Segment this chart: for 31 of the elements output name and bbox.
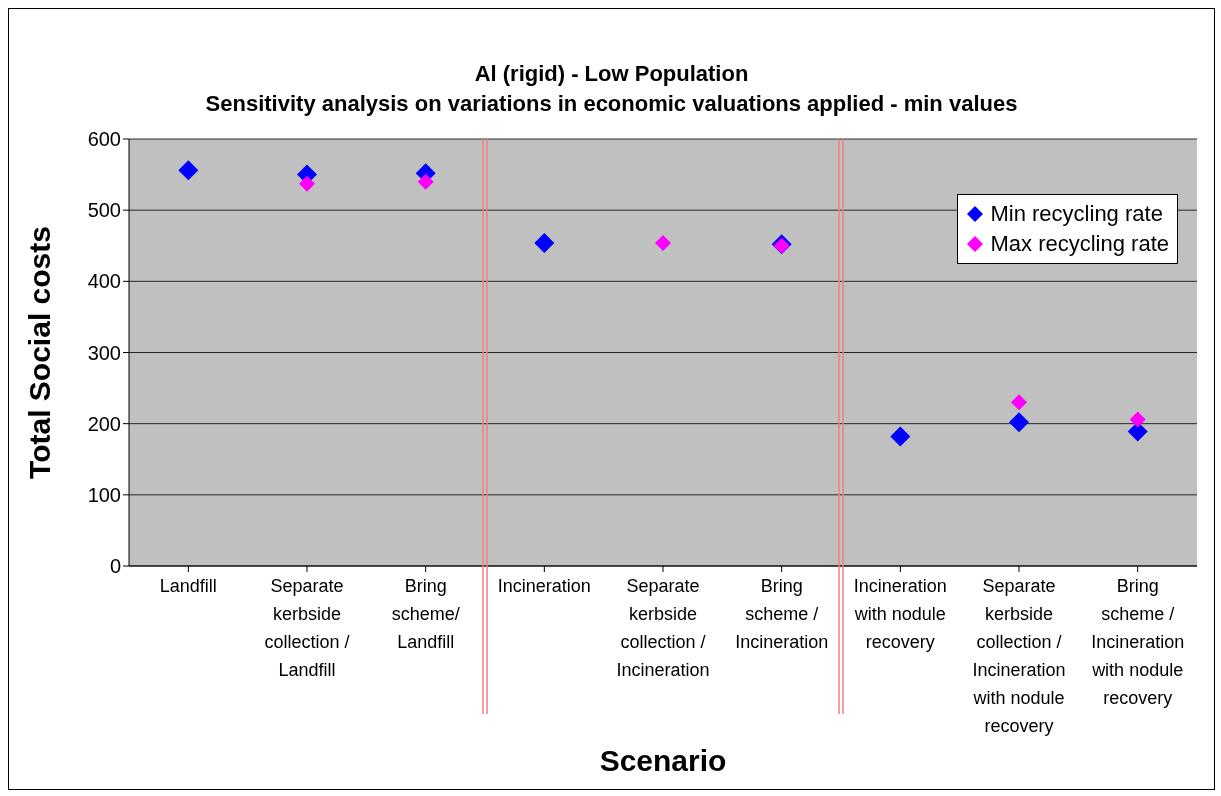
point	[1129, 411, 1146, 428]
x-axis-title: Scenario	[599, 744, 727, 777]
x-tick-label: Bring scheme / Incineration	[735, 576, 829, 652]
x-tick-label: Separate kerbside collection / Landfill	[264, 576, 350, 680]
point	[178, 160, 199, 181]
point	[299, 175, 315, 192]
y-tick-label: 200	[87, 412, 121, 435]
point	[1009, 412, 1029, 433]
chart-subtitle: Sensitivity analysis on variations in economic valuations applied - min values	[204, 90, 1019, 118]
point	[534, 232, 555, 253]
point	[417, 173, 434, 190]
x-tick-label: Bring scheme/ Landfill	[391, 576, 460, 652]
y-tick-label: 0	[109, 555, 121, 578]
y-tick-label: 600	[87, 128, 121, 151]
legend-label: Min recycling rate	[990, 200, 1163, 228]
x-tick-label: Bring scheme / Incineration with nodule recovery	[1091, 576, 1185, 708]
x-tick-label: Separate kerbside collection / Incineration with nodule recovery	[972, 576, 1066, 736]
x-tick-label: Separate kerbside collection / Incineration	[616, 576, 710, 680]
y-tick-label: 300	[87, 341, 121, 364]
y-axis-title: Total Social costs	[22, 226, 56, 479]
x-tick-label: Incineration with nodule recovery	[853, 576, 947, 652]
y-tick-label: 400	[87, 270, 121, 293]
y-tick-label: 100	[87, 483, 121, 506]
chart-title: Al (rigid) - Low Population	[473, 60, 750, 88]
point	[655, 234, 671, 251]
y-tick-label: 500	[87, 199, 121, 222]
point	[1011, 394, 1027, 411]
point	[890, 426, 911, 447]
x-tick-label: Incineration	[497, 576, 591, 596]
x-tick-label: Landfill	[159, 576, 217, 596]
legend-label: Max recycling rate	[990, 230, 1169, 258]
